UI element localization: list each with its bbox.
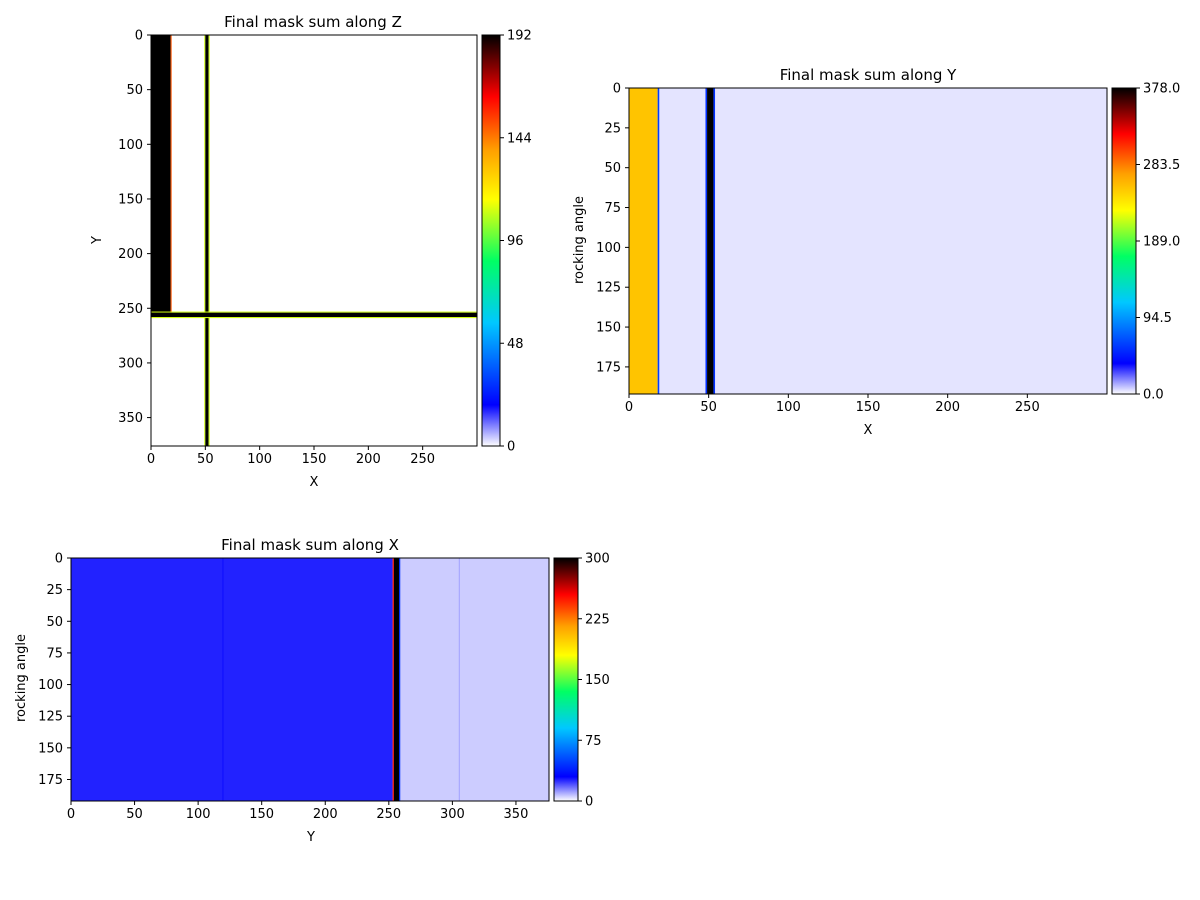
- y-tick-label: 25: [46, 583, 63, 598]
- heatmap-cell-region: [705, 88, 708, 394]
- heatmap-cell-region: [657, 88, 660, 394]
- colorbar-tick-label: 300: [585, 552, 610, 567]
- x-tick-label: 150: [302, 452, 327, 467]
- x-tick-label: 250: [376, 807, 401, 822]
- heatmap-cell-region: [71, 558, 393, 801]
- y-tick-label: 250: [118, 302, 143, 317]
- x-tick-label: 0: [625, 400, 633, 415]
- x-tick-label: 250: [1015, 400, 1040, 415]
- y-tick-label: 175: [38, 773, 63, 788]
- y-tick-label: 100: [38, 678, 63, 693]
- y-tick-label: 100: [596, 241, 621, 256]
- heatmap-cell-region: [170, 35, 172, 314]
- panel-title: Final mask sum along X: [221, 536, 399, 554]
- y-axis-label: rocking angle: [14, 634, 29, 722]
- x-tick-label: 100: [247, 452, 272, 467]
- y-axis-label: Y: [90, 236, 105, 245]
- x-tick-label: 350: [504, 807, 529, 822]
- x-axis-label: Y: [306, 830, 315, 845]
- y-tick-label: 50: [46, 615, 63, 630]
- y-tick-label: 0: [613, 82, 621, 97]
- heatmap-cell-region: [629, 88, 658, 394]
- heatmap-cell-region: [398, 558, 401, 801]
- heatmap-cell-region: [393, 558, 399, 801]
- colorbar: [481, 34, 501, 447]
- colorbar-tick-label: 48: [507, 337, 524, 352]
- heatmap-panel-y: Final mask sum along Y 0 50 100 150 200 250 0 2…: [572, 66, 1180, 438]
- heatmap-cell-region: [151, 312, 477, 318]
- x-tick-label: 150: [856, 400, 881, 415]
- y-tick-label: 75: [604, 201, 621, 216]
- colorbar-tick-label: 94.5: [1143, 311, 1172, 326]
- x-tick-label: 250: [410, 452, 435, 467]
- heatmap-cell-region: [204, 35, 206, 446]
- y-tick-label: 150: [38, 741, 63, 756]
- x-axis-label: X: [310, 475, 319, 490]
- x-tick-label: 150: [249, 807, 274, 822]
- heatmap-cell-region: [458, 558, 461, 801]
- colorbar-tick-label: 150: [585, 673, 610, 688]
- panel-title: Final mask sum along Z: [224, 13, 402, 31]
- x-axis-label: X: [864, 423, 873, 438]
- y-tick-label: 100: [118, 138, 143, 153]
- colorbar-tick-label: 0.0: [1143, 388, 1164, 403]
- heatmap-cell-region: [205, 35, 209, 446]
- colorbar-tick-label: 192: [507, 29, 532, 44]
- y-tick-label: 125: [596, 281, 621, 296]
- heatmap-cell-region: [208, 35, 210, 446]
- y-tick-label: 75: [46, 646, 63, 661]
- colorbar-tick-label: 75: [585, 734, 602, 749]
- heatmap-cell-region: [707, 88, 714, 394]
- y-tick-label: 300: [118, 356, 143, 371]
- y-tick-label: 150: [596, 321, 621, 336]
- panel-title: Final mask sum along Y: [780, 66, 957, 84]
- x-tick-label: 200: [935, 400, 960, 415]
- y-tick-label: 50: [604, 161, 621, 176]
- heatmap-panel-x: Final mask sum along X 0 50 100 150 200 250 30…: [14, 536, 610, 845]
- x-tick-label: 50: [197, 452, 214, 467]
- x-tick-label: 200: [313, 807, 338, 822]
- y-tick-label: 0: [55, 552, 63, 567]
- heatmap-cell-region: [151, 317, 477, 319]
- colorbar-tick-label: 144: [507, 131, 532, 146]
- axes-frame: [70, 557, 550, 802]
- y-tick-label: 200: [118, 247, 143, 262]
- x-tick-label: 200: [356, 452, 381, 467]
- x-tick-label: 100: [776, 400, 801, 415]
- y-tick-label: 350: [118, 411, 143, 426]
- y-tick-label: 150: [118, 192, 143, 207]
- y-tick-label: 125: [38, 710, 63, 725]
- heatmap-cell-region: [222, 558, 224, 801]
- heatmap-cell-region: [713, 88, 716, 394]
- colorbar-tick-label: 283.5: [1143, 158, 1180, 173]
- x-tick-label: 50: [700, 400, 717, 415]
- heatmap-cell-region: [151, 35, 171, 314]
- colorbar-tick-label: 96: [507, 234, 524, 249]
- x-tick-label: 50: [126, 807, 143, 822]
- heatmap-cell-region: [392, 558, 394, 801]
- y-axis-label: rocking angle: [572, 196, 587, 284]
- colorbar-tick-label: 225: [585, 612, 610, 627]
- x-tick-label: 0: [147, 452, 155, 467]
- colorbar: [1111, 87, 1137, 395]
- x-tick-label: 300: [440, 807, 465, 822]
- heatmap-cell-region: [151, 311, 477, 313]
- heatmap-panel-z: Final mask sum along Z 0 50 100 150 200 250 0 5…: [90, 13, 532, 490]
- colorbar-tick-label: 0: [507, 440, 515, 455]
- colorbar-tick-label: 0: [585, 795, 593, 810]
- y-tick-label: 25: [604, 121, 621, 136]
- colorbar: [553, 557, 579, 802]
- y-tick-label: 0: [135, 29, 143, 44]
- y-tick-label: 175: [596, 360, 621, 375]
- x-tick-label: 0: [67, 807, 75, 822]
- y-tick-label: 50: [126, 83, 143, 98]
- heatmap-background: [629, 88, 1107, 394]
- x-tick-label: 100: [186, 807, 211, 822]
- colorbar-tick-label: 378.0: [1143, 82, 1180, 97]
- heatmap-background: [151, 35, 477, 446]
- colorbar-tick-label: 189.0: [1143, 235, 1180, 250]
